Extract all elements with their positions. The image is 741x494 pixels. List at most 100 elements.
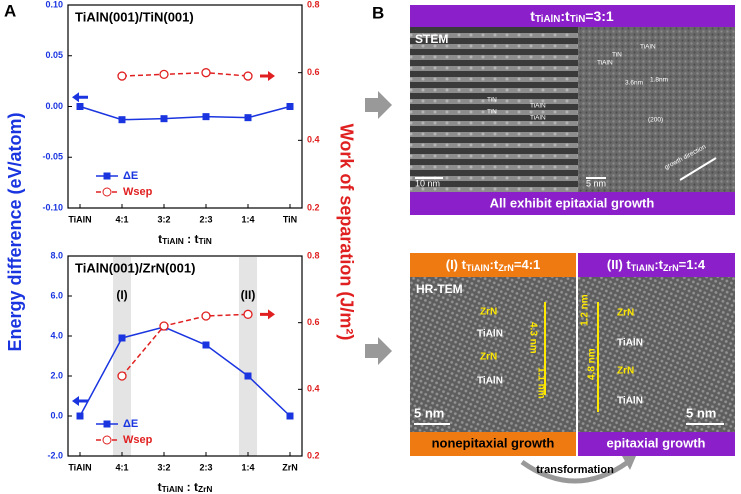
footer-bar — [578, 432, 735, 456]
panel-label: B — [372, 3, 384, 22]
marker — [160, 115, 168, 123]
arrow — [365, 337, 392, 365]
marker — [118, 334, 126, 342]
subscript: ZrN — [663, 263, 679, 273]
marker — [159, 321, 169, 331]
stem-image-zoom — [578, 27, 735, 192]
x-tick-label: TiAlN — [68, 462, 91, 472]
text-part: : t — [183, 480, 198, 494]
y-tick-label: -0.05 — [42, 152, 63, 162]
x-tick-label: 2:3 — [199, 214, 212, 224]
image-annotation: TiAlN — [640, 44, 656, 51]
subscript: TiAlN — [535, 14, 560, 25]
image-annotation: TiAlN — [477, 329, 503, 340]
y2-tick-label: 0.8 — [307, 250, 320, 260]
chart-title: TiAlN(001)/TiN(001) — [75, 9, 194, 24]
image-annotation: 5 nm — [586, 178, 606, 188]
marker — [118, 116, 126, 124]
y-tick-label: 0.10 — [45, 0, 63, 9]
text-part: :t — [654, 257, 663, 272]
footer-text: All exhibit epitaxial growth — [490, 195, 655, 210]
text-part: =3:1 — [585, 8, 614, 24]
image-label: HR-TEM — [416, 282, 463, 296]
y-tick-label: -0.10 — [42, 202, 63, 212]
y-tick-label: 0.05 — [45, 50, 63, 60]
image-annotation: (200) — [648, 117, 663, 124]
marker — [286, 412, 294, 420]
annotation: (I) — [116, 288, 127, 302]
image-label: STEM — [415, 32, 448, 46]
x-tick-label: ZrN — [282, 462, 298, 472]
image-annotation: TiAlN — [617, 338, 643, 349]
y2-axis-title: Work of separation (J/m²) — [336, 124, 356, 341]
x-tick-label: 3:2 — [157, 214, 170, 224]
marker — [202, 113, 210, 121]
header-bar — [578, 253, 735, 277]
image-annotation: 4.8 nm — [587, 348, 598, 380]
y2-tick-label: 0.2 — [307, 450, 320, 460]
panel-label: A — [4, 1, 16, 20]
x-tick-label: 1:4 — [241, 214, 254, 224]
x-axis-title: tTiAlN : tZrN — [158, 480, 213, 494]
marker — [117, 71, 127, 81]
image-annotation: TiAlN — [617, 396, 643, 407]
image-annotation: 4.3 nm — [527, 322, 538, 354]
image-annotation: 3.6nm — [625, 80, 643, 87]
text-part: =4:1 — [514, 257, 540, 272]
marker — [201, 68, 211, 78]
marker — [117, 371, 127, 381]
text-part: (I) t — [446, 257, 467, 272]
legend-marker — [103, 420, 111, 428]
y-tick-label: 6.0 — [50, 290, 63, 300]
x-tick-label: 4:1 — [115, 214, 128, 224]
legend-marker — [102, 435, 112, 445]
image-annotation: ZrN — [617, 308, 634, 319]
footer-bar — [410, 192, 735, 215]
subscript: TiAlN — [466, 263, 490, 273]
footer-text: nonepitaxial growth — [432, 435, 555, 450]
image-annotation: 1.1 nm — [535, 367, 546, 399]
header-bar — [410, 253, 576, 277]
text-part: (II) t — [607, 257, 631, 272]
text-part: : t — [184, 232, 199, 246]
x-tick-label: TiN — [283, 214, 297, 224]
image-annotation: TiN — [612, 52, 622, 59]
image-header: (II) tTiAlN:tZrN=1:4 — [607, 257, 706, 272]
hrtem-image-right — [578, 277, 735, 432]
image-annotation: TiAlN — [597, 60, 613, 67]
text-part: :t — [490, 257, 499, 272]
subscript: TiAlN — [631, 263, 655, 273]
plot-frame — [67, 255, 303, 457]
highlight-band — [239, 257, 257, 456]
image-header: tTiAlN:tTiN=3:1 — [530, 8, 614, 25]
marker — [159, 69, 169, 80]
footer-bar — [410, 432, 576, 456]
transformation-arrow — [520, 459, 630, 484]
subscript: ZrN — [198, 484, 212, 494]
stem-image — [410, 27, 578, 192]
y-axis-title: Energy difference (eV/atom) — [5, 112, 25, 351]
marker — [286, 103, 294, 110]
legend-label: ΔE — [123, 170, 138, 182]
x-tick-label: 2:3 — [199, 462, 212, 472]
y2-tick-label: 0.4 — [307, 384, 320, 394]
image-annotation: ZrN — [617, 366, 634, 377]
image-annotation: TiN — [487, 97, 497, 104]
marker — [202, 341, 210, 349]
image-annotation: 1.2 nm — [580, 294, 591, 326]
series-line — [79, 105, 291, 121]
arrow — [365, 91, 392, 119]
axis-arrow — [260, 309, 275, 320]
marker — [244, 372, 252, 380]
series-line — [121, 71, 249, 77]
marker — [201, 311, 211, 321]
legend-label: ΔE — [123, 418, 138, 430]
highlight-band — [113, 257, 131, 456]
marker — [243, 71, 253, 81]
x-tick-label: 1:4 — [241, 462, 254, 472]
y2-tick-label: 0.2 — [307, 202, 320, 212]
subscript: TiN — [570, 14, 586, 25]
subscript: ZrN — [498, 263, 514, 273]
